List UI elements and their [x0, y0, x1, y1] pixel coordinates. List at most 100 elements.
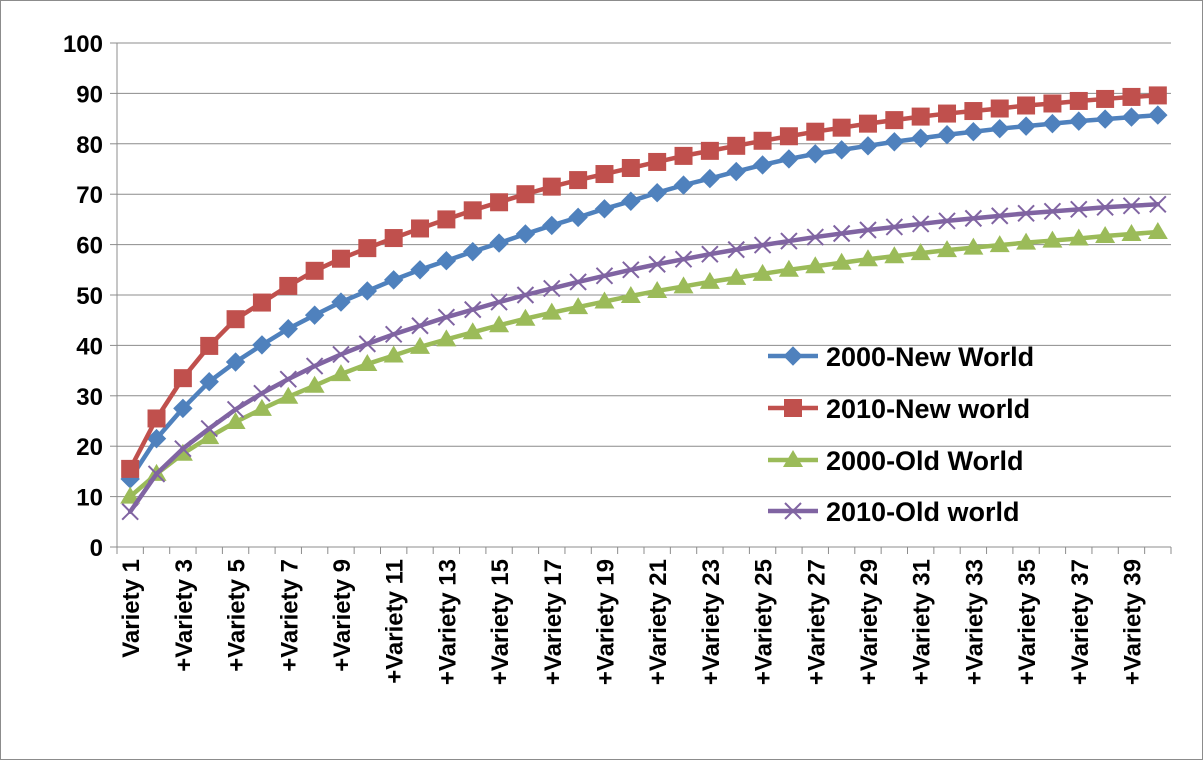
x-stroke: [832, 224, 851, 243]
x-stroke: [358, 335, 377, 353]
data-point: [199, 427, 220, 445]
legend-marker: [783, 346, 803, 366]
data-point: [357, 281, 378, 301]
data-point: [963, 121, 984, 142]
x-stroke: [174, 440, 192, 458]
data-point: [648, 255, 666, 273]
x-tick-label: +Variety 33: [961, 559, 988, 685]
data-point: [252, 293, 271, 312]
data-point: [516, 286, 535, 304]
x-stroke: [727, 240, 745, 259]
data-point: [1147, 222, 1168, 239]
data-point: [647, 280, 668, 298]
data-point: [700, 168, 720, 189]
legend-entry: 2000-New World: [826, 342, 1034, 372]
x-stroke: [121, 503, 139, 521]
data-point: [700, 141, 719, 160]
data-point: [489, 315, 510, 333]
data-point: [778, 259, 799, 277]
x-tick-label: +Variety 3: [171, 559, 198, 672]
data-point: [726, 267, 747, 285]
y-tick-label: 70: [76, 182, 103, 209]
data-point: [383, 270, 404, 290]
x-stroke: [332, 345, 350, 364]
data-point: [121, 503, 139, 521]
data-point: [463, 201, 482, 220]
x-stroke: [1096, 198, 1114, 217]
x-stroke: [411, 317, 429, 335]
data-point: [1148, 105, 1168, 125]
data-point: [331, 249, 350, 268]
x-stroke: [305, 357, 324, 375]
x-stroke: [490, 293, 508, 311]
legend-entry: 2010-New world: [826, 394, 1030, 424]
x-stroke: [701, 245, 719, 263]
data-point: [304, 375, 325, 393]
data-point: [964, 102, 983, 121]
data-point: [173, 398, 193, 419]
x-stroke: [991, 207, 1009, 225]
data-point: [674, 250, 693, 268]
data-point: [200, 419, 218, 438]
data-point: [489, 233, 509, 253]
data-point: [490, 193, 509, 212]
x-tick-label: +Variety 23: [698, 559, 725, 685]
x-tick-label: +Variety 29: [856, 559, 883, 685]
data-point: [622, 261, 640, 279]
data-point: [1095, 226, 1116, 244]
data-point: [200, 336, 219, 355]
x-stroke: [1043, 202, 1062, 221]
data-point: [278, 386, 299, 404]
x-tick-label: +Variety 25: [751, 559, 778, 685]
data-point: [752, 155, 773, 175]
y-tick-label: 0: [90, 535, 103, 562]
data-point: [225, 412, 246, 430]
data-point: [251, 398, 272, 416]
data-point: [225, 352, 246, 372]
x-stroke: [885, 218, 904, 236]
x-tick-label: +Variety 19: [592, 559, 619, 685]
data-point: [543, 279, 561, 298]
data-point: [1017, 204, 1035, 223]
data-point: [515, 308, 536, 326]
data-point: [805, 144, 825, 164]
data-point: [330, 364, 351, 382]
x-tick-label: +Variety 21: [645, 559, 672, 685]
legend-entry: 2000-Old World: [826, 446, 1024, 476]
data-point: [753, 236, 772, 254]
data-point: [1095, 109, 1115, 129]
data-point: [252, 335, 272, 355]
data-point: [1122, 87, 1141, 106]
data-point: [332, 345, 350, 364]
data-point: [253, 384, 271, 402]
data-point: [621, 191, 641, 211]
data-point: [780, 232, 798, 250]
data-point: [990, 118, 1010, 139]
data-point: [753, 131, 772, 150]
data-point: [806, 228, 824, 246]
data-point: [279, 276, 298, 295]
y-tick-label: 90: [76, 81, 103, 108]
y-tick-label: 40: [76, 333, 103, 360]
data-point: [147, 409, 166, 428]
y-tick-label: 10: [76, 485, 103, 512]
y-tick-label: 50: [76, 283, 103, 310]
x-tick-label: +Variety 35: [1014, 559, 1041, 685]
x-stroke: [437, 308, 456, 326]
x-tick-label: +Variety 39: [1119, 559, 1146, 685]
data-point: [964, 209, 983, 228]
x-stroke: [595, 267, 614, 285]
data-point: [938, 212, 956, 230]
x-stroke: [964, 209, 983, 228]
data-point: [226, 310, 245, 329]
data-point: [437, 210, 456, 229]
data-point: [358, 239, 377, 258]
x-tick-label: +Variety 17: [540, 559, 567, 685]
y-tick-label: 100: [63, 31, 103, 58]
data-point: [831, 140, 852, 160]
data-point: [595, 165, 614, 184]
data-point: [673, 276, 694, 294]
data-point: [1043, 94, 1062, 113]
legend-marker: [783, 450, 803, 467]
data-point: [859, 221, 877, 239]
